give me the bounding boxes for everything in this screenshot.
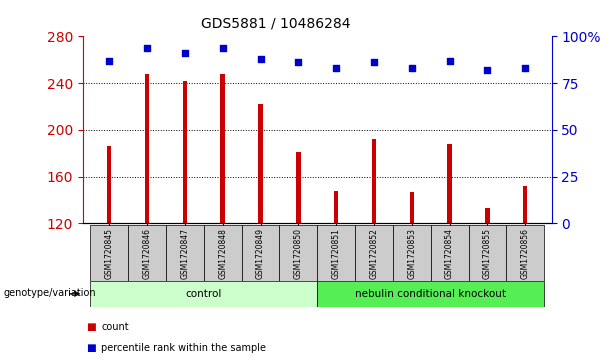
Text: GDS5881 / 10486284: GDS5881 / 10486284 — [201, 16, 351, 30]
Text: GSM1720852: GSM1720852 — [370, 228, 378, 279]
Bar — [280, 225, 318, 281]
Point — [482, 67, 492, 73]
Text: GSM1720853: GSM1720853 — [407, 228, 416, 279]
Bar — [183, 81, 187, 223]
Point — [407, 65, 417, 71]
Text: ■: ■ — [86, 343, 96, 354]
Bar — [393, 225, 431, 281]
Bar — [258, 104, 263, 223]
Text: GSM1720856: GSM1720856 — [520, 228, 530, 279]
Bar — [204, 225, 242, 281]
Bar — [468, 225, 506, 281]
Text: GSM1720846: GSM1720846 — [143, 228, 151, 279]
Text: GSM1720855: GSM1720855 — [483, 228, 492, 279]
Bar — [355, 225, 393, 281]
Point — [520, 65, 530, 71]
Text: GSM1720850: GSM1720850 — [294, 228, 303, 279]
Point — [104, 58, 114, 64]
Text: control: control — [186, 289, 222, 299]
Text: GSM1720847: GSM1720847 — [180, 228, 189, 279]
Bar — [107, 146, 112, 223]
Text: genotype/variation: genotype/variation — [3, 288, 96, 298]
Bar — [431, 225, 468, 281]
Bar — [409, 192, 414, 223]
Text: GSM1720849: GSM1720849 — [256, 228, 265, 279]
Bar — [318, 281, 544, 307]
Point — [142, 45, 152, 50]
Point — [331, 65, 341, 71]
Point — [256, 56, 265, 62]
Bar — [485, 208, 490, 223]
Bar — [242, 225, 280, 281]
Bar — [90, 281, 318, 307]
Text: GSM1720851: GSM1720851 — [332, 228, 341, 279]
Bar — [371, 139, 376, 223]
Point — [218, 45, 227, 50]
Bar — [145, 74, 150, 223]
Bar — [447, 144, 452, 223]
Text: GSM1720848: GSM1720848 — [218, 228, 227, 279]
Text: GSM1720845: GSM1720845 — [105, 228, 114, 279]
Point — [444, 58, 454, 64]
Text: GSM1720854: GSM1720854 — [445, 228, 454, 279]
Bar — [128, 225, 166, 281]
Bar — [318, 225, 355, 281]
Bar — [166, 225, 204, 281]
Text: percentile rank within the sample: percentile rank within the sample — [101, 343, 266, 354]
Text: ■: ■ — [86, 322, 96, 332]
Bar — [334, 191, 338, 223]
Bar — [523, 186, 528, 223]
Point — [294, 60, 303, 65]
Bar — [221, 74, 225, 223]
Point — [369, 60, 379, 65]
Text: count: count — [101, 322, 129, 332]
Bar — [90, 225, 128, 281]
Bar — [506, 225, 544, 281]
Point — [180, 50, 190, 56]
Text: nebulin conditional knockout: nebulin conditional knockout — [355, 289, 506, 299]
Bar — [296, 152, 300, 223]
